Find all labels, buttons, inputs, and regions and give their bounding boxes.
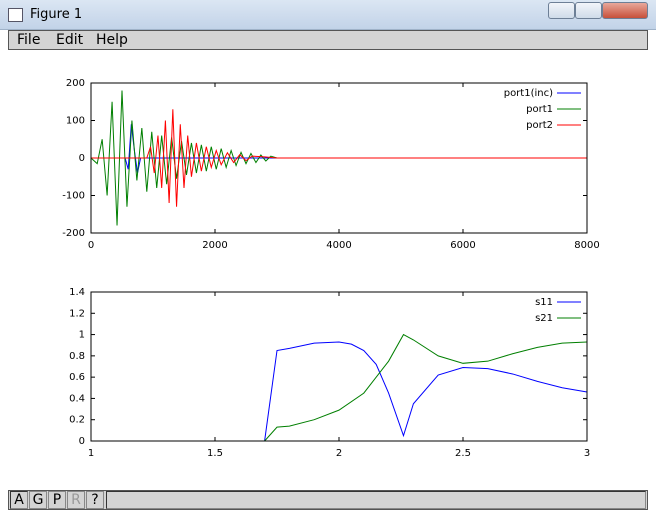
plot-frame — [90, 82, 588, 234]
x-tick-label: 6000 — [450, 240, 475, 251]
toolbar-button[interactable]: P — [48, 491, 66, 509]
x-tick-label: 2 — [336, 448, 342, 459]
y-tick-label: -100 — [62, 191, 85, 202]
legend-label: s21 — [535, 313, 553, 324]
data-line — [91, 109, 587, 207]
y-tick-label: 0.2 — [69, 415, 85, 426]
menu-bar: File Edit Help — [8, 30, 648, 50]
x-tick-label: 1 — [88, 448, 94, 459]
toolbar-button[interactable]: A — [10, 491, 28, 509]
x-tick-label: 4000 — [326, 240, 351, 251]
data-line — [264, 333, 588, 442]
maximize-button[interactable] — [575, 2, 602, 19]
legend-label: s11 — [535, 297, 553, 308]
status-toolbar: A G P R ? — [8, 490, 648, 510]
x-tick-label: 0 — [88, 240, 94, 251]
legend-label: port1(inc) — [504, 88, 553, 99]
y-tick-label: 1.4 — [69, 287, 85, 298]
y-tick-label: 0 — [79, 153, 85, 164]
y-tick-label: 0.8 — [69, 351, 85, 362]
toolbar-button: R — [67, 491, 85, 509]
y-tick-label: 0 — [79, 436, 85, 447]
menu-item[interactable]: Edit — [56, 32, 84, 48]
x-tick-label: 3 — [584, 448, 590, 459]
x-tick-label: 1.5 — [207, 448, 223, 459]
legend-label: port2 — [526, 120, 553, 131]
menu-item[interactable]: File — [17, 32, 41, 48]
toolbar-button[interactable]: ? — [86, 491, 104, 509]
window-title: Figure 1 — [30, 7, 83, 22]
title-bar: Figure 1 — [0, 0, 656, 30]
window-icon — [8, 8, 23, 22]
status-field — [106, 491, 646, 509]
y-tick-label: 200 — [66, 78, 85, 89]
menu-item[interactable]: Help — [96, 32, 128, 48]
toolbar-button[interactable]: G — [29, 491, 47, 509]
y-tick-label: 0.4 — [69, 393, 85, 404]
x-tick-label: 2.5 — [455, 448, 471, 459]
data-line — [264, 341, 588, 442]
y-tick-label: 100 — [66, 116, 85, 127]
y-tick-label: 0.6 — [69, 372, 85, 383]
minimize-button[interactable] — [548, 2, 575, 19]
x-tick-label: 2000 — [202, 240, 227, 251]
close-button[interactable] — [602, 2, 648, 19]
data-line — [90, 90, 587, 226]
x-tick-label: 8000 — [574, 240, 599, 251]
legend-label: port1 — [526, 104, 553, 115]
y-tick-label: 1.2 — [69, 308, 85, 319]
y-tick-label: 1 — [79, 330, 85, 341]
y-tick-label: -200 — [62, 228, 85, 239]
plot-frame — [90, 291, 588, 442]
